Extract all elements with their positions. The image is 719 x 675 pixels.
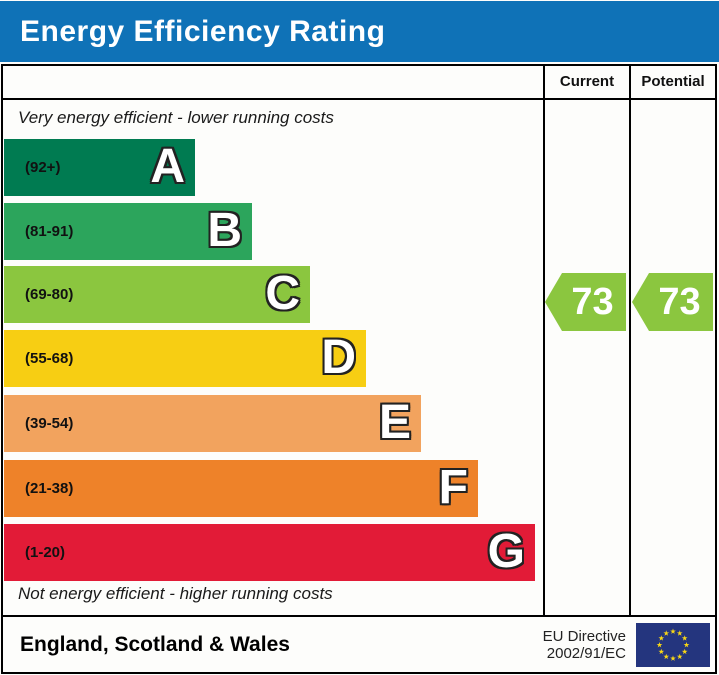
band-e-letter: E — [378, 396, 411, 449]
band-a: (92+) A — [4, 139, 195, 196]
eu-directive-line1: EU Directive — [542, 627, 626, 645]
current-rating-arrow: 73 — [545, 273, 626, 331]
eu-flag-icon — [636, 622, 710, 667]
band-e: (39-54) E — [4, 395, 421, 452]
eu-directive-label: EU Directive 2002/91/EC — [543, 628, 626, 662]
band-g-range: (1-20) — [25, 544, 66, 561]
header-current-cell: Current — [559, 73, 615, 90]
header-divider — [3, 98, 715, 100]
band-g: (1-20) G — [4, 524, 535, 581]
band-g-letter: G — [487, 525, 525, 578]
column-divider — [629, 66, 631, 617]
bottom-note: Not energy efficient - higher running co… — [18, 584, 333, 603]
band-a-range: (92+) — [25, 159, 61, 176]
band-e-range: (39-54) — [25, 415, 74, 432]
region-label: England, Scotland & Wales — [20, 632, 290, 656]
band-f-letter: F — [438, 461, 468, 514]
eu-directive-line2: 2002/91/EC — [546, 644, 626, 662]
band-a-letter: A — [150, 140, 185, 193]
band-b: (81-91) B — [4, 203, 252, 260]
band-c: (69-80) C — [4, 266, 310, 323]
current-rating-value: 73 — [571, 280, 614, 323]
band-c-letter: C — [265, 267, 300, 320]
band-f-range: (21-38) — [25, 480, 74, 497]
band-f: (21-38) F — [4, 460, 478, 517]
band-d-range: (55-68) — [25, 350, 74, 367]
potential-rating-arrow: 73 — [632, 273, 713, 331]
top-note: Very energy efficient - lower running co… — [18, 108, 334, 127]
footer-row: England, Scotland & Wales EU Directive 2… — [3, 617, 715, 672]
column-divider — [543, 66, 545, 617]
band-b-range: (81-91) — [25, 223, 74, 240]
title-bar: Energy Efficiency Rating — [0, 1, 719, 62]
rating-table: Current Potential Very energy efficient … — [1, 64, 717, 674]
band-d-letter: D — [321, 331, 356, 384]
page-title: Energy Efficiency Rating — [20, 15, 386, 48]
header-potential-cell: Potential — [641, 73, 705, 90]
band-b-letter: B — [207, 204, 242, 257]
band-c-range: (69-80) — [25, 286, 74, 303]
band-d: (55-68) D — [4, 330, 366, 387]
potential-rating-value: 73 — [658, 280, 701, 323]
footer-divider — [3, 615, 715, 617]
